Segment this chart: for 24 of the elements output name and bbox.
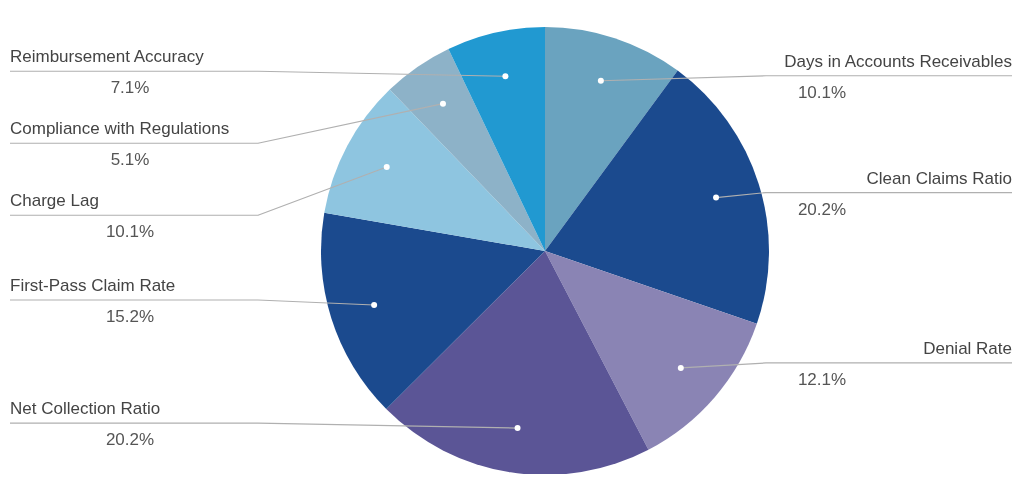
- slice-label: First-Pass Claim Rate: [10, 275, 176, 295]
- slice-label: Net Collection Ratio: [10, 399, 161, 419]
- slice-label: Reimbursement Accuracy: [10, 47, 205, 67]
- slice-label: Charge Lag: [10, 191, 99, 211]
- pie-slice: [545, 251, 757, 450]
- pie-slice: [386, 251, 649, 474]
- data-label: 5.1%: [110, 150, 150, 170]
- slice-label: Clean Claims Ratio: [866, 168, 1012, 188]
- pie-slice: [545, 27, 678, 251]
- slice-label: Denial Rate: [923, 338, 1012, 358]
- slice-label: Days in Accounts Receivables: [784, 51, 1012, 71]
- data-label: 10.1%: [797, 82, 847, 102]
- data-label: 15.2%: [105, 306, 155, 326]
- data-label: 12.1%: [797, 369, 847, 389]
- data-label: 7.1%: [110, 78, 150, 98]
- data-label: 10.1%: [105, 222, 155, 242]
- pie-slice: [321, 212, 545, 410]
- pie-slice: [389, 48, 545, 251]
- pie-slice: [545, 70, 769, 324]
- pie-slice: [324, 89, 545, 251]
- data-label: 20.2%: [797, 199, 847, 219]
- slice-label: Compliance with Regulations: [10, 119, 230, 139]
- data-label: 20.2%: [105, 430, 155, 450]
- pie-slice: [448, 27, 545, 251]
